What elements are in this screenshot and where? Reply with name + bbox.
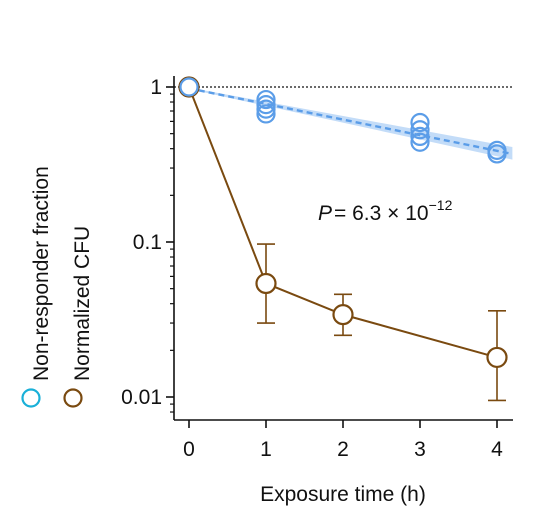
point-non-responder — [256, 104, 276, 124]
legend-marker-non-responder — [21, 388, 41, 408]
point-non-responder — [410, 112, 430, 133]
point-normalized-cfu — [332, 304, 354, 326]
point-non-responder — [410, 132, 430, 152]
series-layer — [178, 76, 513, 402]
point-normalized-cfu — [255, 272, 277, 295]
axes-layer: 1 0.1 0.01 0 1 2 3 4 — [121, 76, 513, 461]
x-tick-label: 0 — [183, 438, 195, 461]
point-non-responder — [256, 99, 276, 119]
point-non-responder — [256, 89, 276, 110]
legend-label-non-responder: Non-responder fraction — [30, 166, 53, 381]
fit-confidence-band — [189, 87, 513, 160]
x-tick-label: 4 — [491, 438, 503, 461]
x-tick-label: 2 — [337, 438, 349, 461]
point-non-responder — [410, 120, 430, 140]
x-axis-title: Exposure time (h) — [260, 483, 426, 506]
legend-marker-normalized-cfu — [63, 388, 83, 408]
y-tick-label: 0.1 — [133, 231, 162, 254]
point-non-responder-start — [179, 77, 199, 97]
p-value-text: = 6.3 × 10 — [334, 202, 429, 225]
line-normalized-cfu — [188, 86, 498, 359]
x-tick-label: 1 — [260, 438, 272, 461]
fit-band-layer — [189, 87, 513, 160]
p-value-annotation: P= 6.3 × 10−12 — [318, 197, 453, 225]
y-tick-label: 1 — [150, 76, 162, 99]
point-normalized-cfu — [486, 346, 508, 369]
p-value-exponent: −12 — [429, 197, 453, 213]
legend: Non-responder fraction Normalized CFU — [21, 166, 94, 408]
point-non-responder — [487, 144, 507, 164]
fit-line-non-responder — [188, 87, 513, 156]
y-tick-label: 0.01 — [121, 386, 162, 409]
p-symbol: P — [318, 202, 332, 225]
point-non-responder — [256, 94, 276, 115]
x-tick-label: 3 — [414, 438, 426, 461]
legend-label-normalized-cfu: Normalized CFU — [71, 226, 94, 381]
point-non-responder — [410, 126, 430, 147]
